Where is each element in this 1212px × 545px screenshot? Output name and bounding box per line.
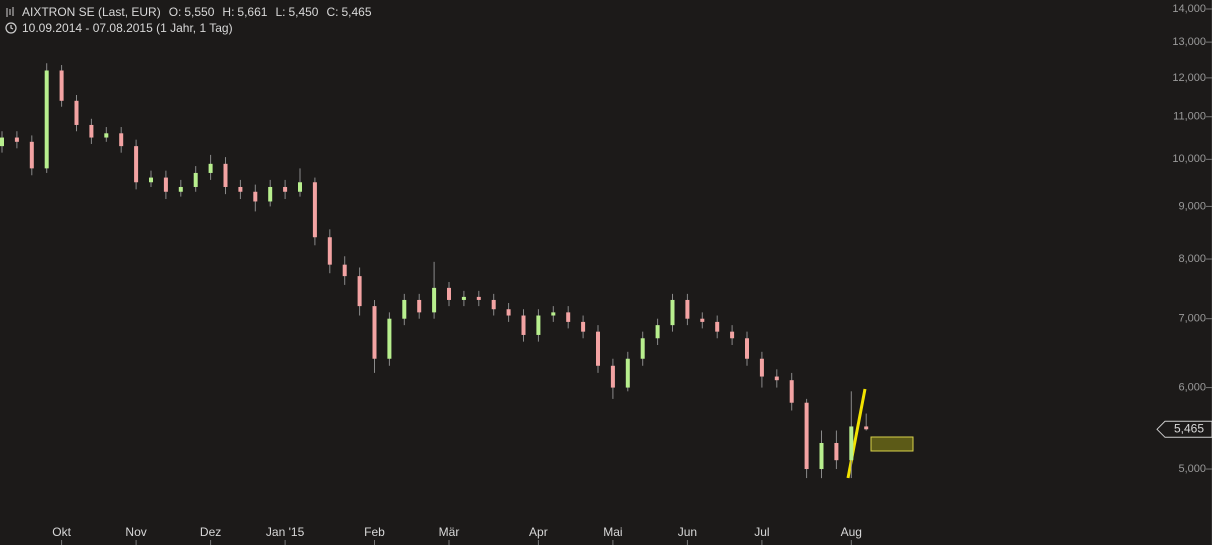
candle-body — [283, 186, 288, 192]
y-tick-label: 11,000 — [1173, 111, 1206, 123]
candle-body — [759, 358, 764, 377]
clock-icon — [5, 22, 17, 34]
candle-body — [29, 141, 34, 169]
x-tick-label: Jan '15 — [266, 525, 305, 539]
candle-body — [327, 237, 332, 265]
candle-body — [104, 133, 109, 138]
candle-body — [506, 309, 511, 316]
quote-key: O: — [169, 5, 182, 19]
quote: O: 5,550 H: 5,661 L: 5,450 C: 5,465 — [169, 5, 372, 19]
candle-body — [447, 287, 451, 300]
candle-body — [253, 191, 258, 202]
candle-body — [745, 338, 749, 359]
candle-body — [387, 318, 392, 359]
candle-body — [89, 124, 94, 138]
candle-body — [730, 331, 735, 339]
candle-body — [685, 299, 690, 319]
candle-body — [610, 365, 615, 388]
candle-body — [476, 296, 481, 300]
candle-body — [312, 182, 317, 238]
y-tick-label: 10,000 — [1172, 153, 1206, 165]
quote-value: 5,465 — [341, 5, 371, 19]
candle-body — [372, 306, 377, 359]
x-tick-label: Jul — [754, 525, 769, 539]
y-tick-label: 13,000 — [1172, 36, 1206, 48]
candle-body — [700, 318, 705, 322]
y-tick-label: 9,000 — [1178, 200, 1206, 212]
candle-body — [819, 443, 824, 470]
candle-body — [864, 426, 869, 430]
candle-body — [581, 321, 586, 332]
candle-body — [208, 163, 213, 173]
y-tick-label: 5,000 — [1178, 463, 1206, 475]
x-tick-label: Feb — [364, 525, 385, 539]
candle-body — [834, 443, 839, 461]
candle-body — [640, 338, 645, 359]
x-tick-label: Okt — [52, 525, 71, 539]
x-tick-label: Apr — [529, 525, 548, 539]
candle-body — [268, 186, 273, 202]
candle-body — [74, 100, 79, 125]
candle-body — [625, 358, 630, 388]
candle-body — [119, 133, 124, 147]
candle-body — [670, 299, 675, 326]
x-tick-label: Mai — [603, 525, 622, 539]
y-tick-label: 12,000 — [1172, 72, 1206, 84]
candle-body — [357, 276, 362, 307]
candle-body — [566, 312, 571, 322]
y-tick-label: 6,000 — [1178, 381, 1206, 393]
candle-body — [178, 186, 183, 192]
quote-key: C: — [326, 5, 338, 19]
y-tick-label: 7,000 — [1178, 313, 1206, 325]
x-tick-label: Dez — [200, 525, 221, 539]
quote-value: 5,550 — [184, 5, 214, 19]
y-tick-label: 8,000 — [1178, 253, 1206, 265]
quote-value: 5,450 — [288, 5, 318, 19]
chart-title: AIXTRON SE (Last, EUR) — [22, 5, 161, 19]
y-tick-label: 14,000 — [1172, 3, 1206, 15]
drawing-box — [870, 436, 914, 452]
x-tick-label: Jun — [678, 525, 697, 539]
chart-subtitle: 10.09.2014 - 07.08.2015 (1 Jahr, 1 Tag) — [22, 21, 233, 35]
candle-body — [461, 296, 466, 300]
candle-body — [0, 137, 4, 147]
candle-body — [774, 376, 779, 381]
candle-body — [417, 299, 422, 313]
x-tick-label: Aug — [841, 525, 862, 539]
last-price-label: 5,465 — [1174, 421, 1204, 435]
candle-body — [44, 70, 49, 169]
candle-body — [789, 380, 794, 403]
candle-body — [402, 299, 407, 319]
candle-body — [238, 186, 243, 192]
candle-body — [536, 315, 541, 335]
candle-body — [432, 287, 437, 313]
x-tick-label: Mär — [439, 525, 460, 539]
candle-body — [491, 299, 496, 310]
candle-body — [149, 177, 153, 183]
candle-body — [14, 137, 19, 142]
candle-body — [298, 182, 302, 192]
candle-body — [804, 402, 809, 470]
candle-body — [715, 321, 720, 332]
x-tick-label: Nov — [125, 525, 146, 539]
chart-icon — [6, 7, 14, 17]
candle-body — [655, 325, 660, 339]
candle-body — [223, 163, 228, 187]
candle-body — [596, 331, 600, 366]
candle-body — [551, 312, 556, 316]
candle-body — [521, 315, 526, 335]
last-price-marker — [1156, 420, 1212, 438]
candle-body — [849, 426, 854, 461]
quote-value: 5,661 — [237, 5, 267, 19]
candle-body — [134, 146, 139, 183]
candle-body — [59, 70, 64, 101]
quote-key: H: — [222, 5, 234, 19]
candle-body — [193, 172, 198, 187]
candle-body — [342, 264, 347, 277]
quote-key: L: — [275, 5, 285, 19]
candle-body — [163, 177, 168, 192]
